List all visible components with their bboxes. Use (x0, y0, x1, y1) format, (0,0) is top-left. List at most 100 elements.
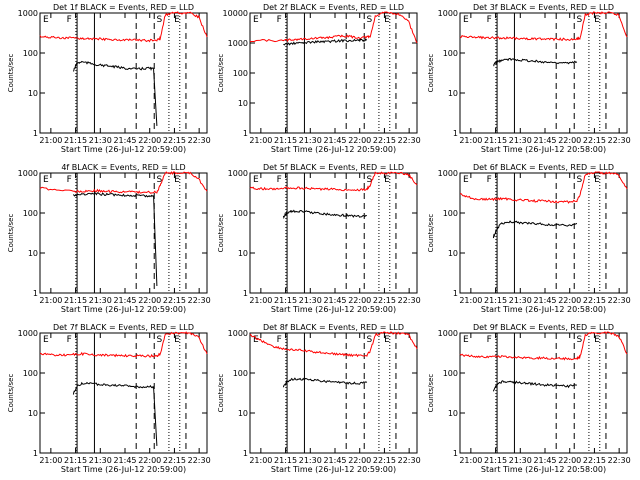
x-tick-label: 21:30 (89, 136, 112, 145)
series-line-black (72, 381, 158, 446)
x-tick-label: 21:00 (459, 296, 482, 305)
event-marker-label: S (577, 15, 583, 25)
x-tick-label: 21:15 (484, 136, 507, 145)
x-tick-label: 22:15 (163, 456, 186, 465)
x-tick-label: 22:15 (583, 296, 606, 305)
x-tick-label: 22:00 (348, 296, 371, 305)
x-tick-label: 21:45 (533, 456, 556, 465)
y-tick-label: 10 (448, 409, 458, 418)
series-line-red (459, 171, 628, 204)
x-tick-label: 21:15 (484, 456, 507, 465)
y-tick-label: 100 (443, 49, 458, 58)
plot-frame (39, 12, 208, 134)
chart-panel: Det 3f BLACK = Events, RED = LLD 1 10 100 10… (427, 3, 631, 154)
y-tick-label: 1 (33, 129, 38, 138)
chart-title: Det 5f BLACK = Events, RED = LLD (263, 163, 404, 172)
event-marker-label: F (487, 335, 492, 345)
x-tick-label: 21:00 (459, 456, 482, 465)
plot-frame (39, 332, 208, 454)
y-axis-label: Counts/sec (427, 214, 435, 253)
x-axis-label: Start Time (26-Jul-12 20:59:00) (61, 145, 186, 154)
event-marker-label: E (253, 335, 259, 345)
chart-title: Det 2f BLACK = Events, RED = LLD (263, 3, 404, 12)
y-tick-label: 100 (233, 369, 248, 378)
x-tick-label: 22:00 (138, 296, 161, 305)
y-tick-label: 1000 (228, 329, 248, 338)
event-marker-label: S (157, 335, 163, 345)
y-tick-label: 1 (243, 129, 248, 138)
event-marker-label: E (463, 15, 469, 25)
y-axis-label: Counts/sec (7, 214, 15, 253)
x-axis-label: Start Time (26-Jul-12 20:59:00) (271, 145, 396, 154)
y-tick-label: 10 (28, 89, 38, 98)
x-tick-label: 21:45 (533, 296, 556, 305)
series-line-red (249, 11, 418, 44)
x-tick-label: 22:30 (188, 296, 211, 305)
y-tick-label: 10 (238, 409, 248, 418)
x-tick-label: 22:30 (608, 136, 631, 145)
x-tick-label: 22:00 (348, 136, 371, 145)
chart-title: Det 6f BLACK = Events, RED = LLD (473, 163, 614, 172)
event-marker-label: F (487, 175, 492, 185)
series-line-black (492, 57, 578, 67)
y-tick-label: 1000 (438, 9, 458, 18)
x-tick-label: 21:15 (64, 456, 87, 465)
x-axis-label: Start Time (26-Jul-12 20:59:00) (61, 465, 186, 474)
chart-title: Det 9f BLACK = Events, RED = LLD (473, 323, 614, 332)
series-line-black (282, 377, 368, 388)
x-tick-label: 22:15 (163, 136, 186, 145)
chart-panel: Det 9f BLACK = Events, RED = LLD 1 10 100 10… (427, 323, 631, 474)
x-tick-label: 21:00 (459, 136, 482, 145)
x-tick-label: 21:45 (113, 136, 136, 145)
x-tick-label: 21:45 (113, 456, 136, 465)
chart-panel: 4f BLACK = Events, RED = LLD 1 10 100 1000 21… (7, 163, 211, 314)
x-tick-label: 22:15 (373, 136, 396, 145)
x-tick-label: 21:15 (64, 136, 87, 145)
y-tick-label: 1000 (18, 9, 38, 18)
x-axis-label: Start Time (26-Jul-12 20:58:00) (481, 145, 606, 154)
x-axis-label: Start Time (26-Jul-12 20:58:00) (481, 465, 606, 474)
event-marker-label: E (43, 335, 49, 345)
chart-panel: Det 1f BLACK = Events, RED = LLD 1 10 100 10… (7, 3, 211, 154)
x-tick-label: 21:45 (533, 136, 556, 145)
chart-title: Det 1f BLACK = Events, RED = LLD (53, 3, 194, 12)
y-tick-label: 100 (233, 69, 248, 78)
event-marker-label: S (577, 175, 583, 185)
x-tick-label: 21:30 (299, 296, 322, 305)
y-tick-label: 1 (453, 449, 458, 458)
x-tick-label: 21:30 (509, 136, 532, 145)
x-tick-label: 22:00 (138, 456, 161, 465)
x-tick-label: 21:00 (39, 296, 62, 305)
series-line-red (249, 331, 418, 358)
y-tick-label: 1 (243, 449, 248, 458)
event-marker-label: F (67, 15, 72, 25)
chart-title: Det 3f BLACK = Events, RED = LLD (473, 3, 614, 12)
x-tick-label: 21:00 (249, 296, 272, 305)
plot-frame (249, 12, 418, 134)
event-marker-label: S (367, 335, 373, 345)
y-tick-label: 10 (28, 409, 38, 418)
x-axis-label: Start Time (26-Jul-12 20:59:00) (271, 305, 396, 314)
series-line-black (492, 380, 577, 392)
event-marker-label: E (253, 175, 259, 185)
x-tick-label: 21:30 (509, 296, 532, 305)
chart-panel: Det 8f BLACK = Events, RED = LLD 1 10 100 10… (217, 323, 421, 474)
series-line-red (39, 171, 208, 195)
plot-frame (249, 332, 418, 454)
x-tick-label: 22:00 (558, 296, 581, 305)
event-marker-label: F (277, 15, 282, 25)
y-tick-label: 1000 (18, 169, 38, 178)
series-line-black (282, 209, 368, 220)
y-tick-label: 10 (448, 249, 458, 258)
series-line-black (72, 60, 158, 126)
x-tick-label: 22:00 (558, 136, 581, 145)
event-marker-label: S (367, 175, 373, 185)
event-marker-label: F (277, 175, 282, 185)
plot-frame (39, 172, 208, 294)
y-axis-label: Counts/sec (217, 214, 225, 253)
x-tick-label: 22:15 (583, 456, 606, 465)
x-tick-label: 22:00 (138, 136, 161, 145)
x-axis-label: Start Time (26-Jul-12 20:59:00) (271, 465, 396, 474)
x-axis-label: Start Time (26-Jul-12 20:58:00) (481, 305, 606, 314)
